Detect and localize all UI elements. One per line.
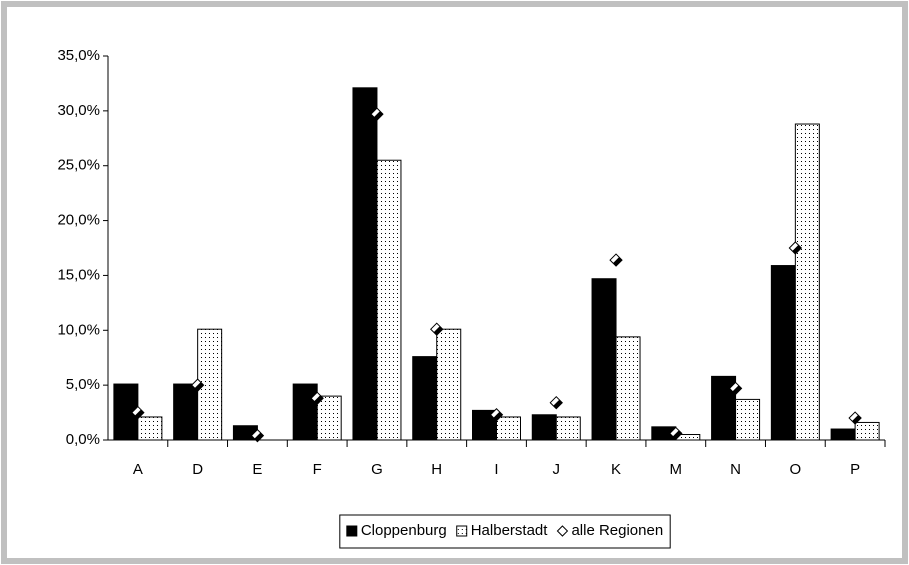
bar <box>854 421 880 441</box>
legend-box <box>339 514 671 549</box>
marker-shade <box>373 111 383 121</box>
bar <box>316 395 342 441</box>
marker-shade <box>314 395 324 405</box>
legend-swatch <box>556 525 569 537</box>
y-tick-label: 10,0% <box>57 321 100 338</box>
bar <box>555 416 581 441</box>
bar <box>615 336 641 441</box>
x-tick-label: F <box>313 461 322 478</box>
x-tick-label: M <box>670 461 683 478</box>
bar <box>735 398 761 441</box>
x-tick-label: J <box>553 461 561 478</box>
x-tick-label: O <box>790 461 802 478</box>
marker <box>489 408 504 422</box>
marker <box>609 253 623 267</box>
marker-shade <box>433 326 443 336</box>
legend-swatch <box>346 525 358 537</box>
marker <box>131 405 145 420</box>
marker-shade <box>613 257 623 267</box>
bar <box>352 87 378 441</box>
marker <box>370 107 384 121</box>
bar <box>531 414 557 441</box>
marker-shade <box>792 245 802 254</box>
bar <box>591 278 617 441</box>
x-tick-label: D <box>192 461 203 478</box>
marker <box>549 395 563 410</box>
legend: Cloppenburg Halberstadt alle Regionen <box>339 514 671 549</box>
x-tick-label: G <box>371 461 383 478</box>
marker <box>669 426 683 441</box>
x-tick-label: P <box>850 461 860 478</box>
marker-shade <box>732 385 742 395</box>
legend-swatch <box>456 525 468 537</box>
x-tick-label: K <box>611 461 621 478</box>
y-tick-label: 5,0% <box>66 376 100 393</box>
y-tick-label: 0,0% <box>66 431 100 448</box>
legend-label: Halberstadt <box>471 522 549 539</box>
x-tick-label: H <box>431 461 442 478</box>
marker <box>788 241 803 255</box>
y-tick-label: 35,0% <box>57 47 100 64</box>
y-tick-label: 25,0% <box>57 157 100 174</box>
legend-label: alle Regionen <box>571 522 663 539</box>
y-tick-label: 30,0% <box>57 102 100 119</box>
bar <box>496 416 521 441</box>
x-tick-label: E <box>252 461 262 478</box>
bar <box>770 265 796 441</box>
bar <box>376 159 402 441</box>
marker <box>250 428 265 443</box>
bar <box>794 123 820 441</box>
y-tick-label: 15,0% <box>57 266 100 283</box>
bar <box>436 328 462 441</box>
x-tick-label: A <box>133 461 143 478</box>
bar <box>830 428 856 441</box>
legend-label: Cloppenburg <box>361 522 447 539</box>
bar <box>173 383 199 441</box>
marker-shade <box>254 432 264 442</box>
bar <box>137 416 163 441</box>
marker <box>848 411 862 425</box>
y-tick-label: 20,0% <box>57 212 100 229</box>
marker <box>728 381 743 396</box>
marker <box>430 322 444 336</box>
marker-shade <box>194 382 204 392</box>
x-tick-label: I <box>494 461 498 478</box>
marker-shade <box>493 411 503 421</box>
marker-shade <box>553 399 563 409</box>
bar <box>292 383 318 441</box>
marker-shade <box>852 415 862 425</box>
marker <box>310 391 324 406</box>
marker <box>190 378 205 392</box>
marker-shade <box>672 430 682 440</box>
x-tick-label: N <box>730 461 741 478</box>
bar <box>412 356 438 441</box>
marker-shade <box>134 409 144 419</box>
